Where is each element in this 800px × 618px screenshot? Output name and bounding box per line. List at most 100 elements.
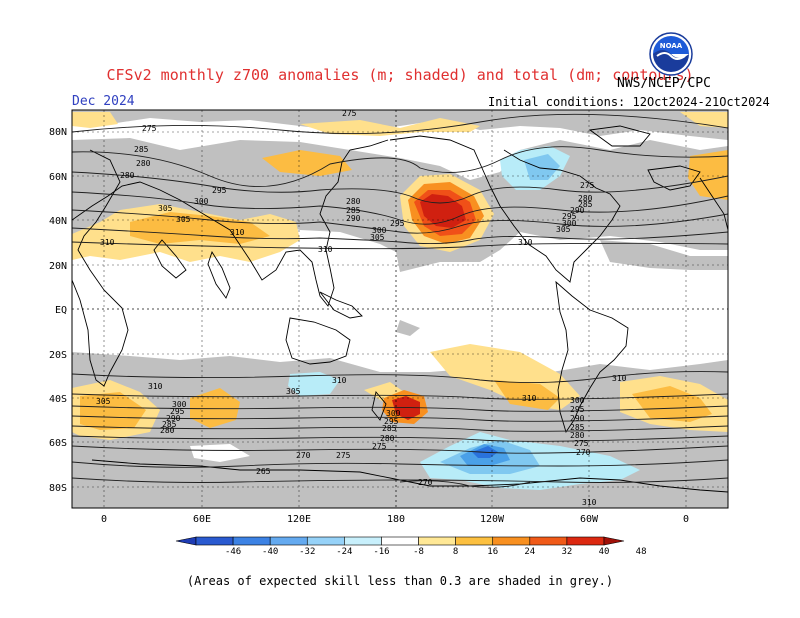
lon-label: 120E — [287, 514, 311, 525]
contour-label: 295 — [562, 212, 577, 221]
latitude-labels: 80N 60N 40N 20N EQ 20S 40S 60S 80S — [49, 127, 67, 494]
contour-label: 275 — [342, 109, 357, 118]
contour-label: 300 — [386, 409, 401, 418]
initial-conditions: Initial conditions: 12Oct2024-21Oct2024 — [488, 95, 770, 109]
lon-label: 60E — [193, 514, 211, 525]
colorbar-swatch — [232, 536, 271, 546]
colorbar-tick-label: 16 — [487, 547, 498, 557]
contour-label: 285 — [570, 423, 585, 432]
contour-label: 300 — [372, 226, 387, 235]
contour-label: 280 — [136, 159, 151, 168]
lat-label: 60S — [49, 438, 67, 449]
contour-label: 295 — [170, 407, 185, 416]
contour-label: 295 — [212, 186, 227, 195]
contour-label: 285 — [162, 420, 177, 429]
lat-label: 40N — [49, 216, 67, 227]
colorbar-tick-label: -16 — [373, 547, 389, 557]
lat-label: 80S — [49, 483, 67, 494]
colorbar: -46 -40 -32 -24 -16 -8 8 16 24 32 40 48 — [175, 536, 647, 557]
contour-label: 285 — [382, 424, 397, 433]
colorbar-swatch — [418, 536, 456, 546]
colorbar-swatch — [566, 536, 605, 546]
contour-label: 280 — [578, 194, 593, 203]
colorbar-tick-label: -46 — [225, 547, 241, 557]
colorbar-swatch — [492, 536, 531, 546]
forecast-period: Dec 2024 — [72, 94, 135, 109]
contour-label: 275 — [574, 439, 589, 448]
lon-label: 120W — [480, 514, 505, 525]
colorbar-tick-label: 24 — [524, 547, 535, 557]
colorbar-tick-label: 40 — [599, 547, 610, 557]
contour-label: 310 — [318, 245, 333, 254]
colorbar-swatch — [381, 536, 419, 546]
colorbar-swatch — [195, 536, 234, 546]
contour-label: 270 — [418, 478, 433, 487]
lon-label: 60W — [580, 514, 599, 525]
contour-label: 275 — [142, 124, 157, 133]
lon-label: 180 — [387, 514, 405, 525]
map-frame — [71, 109, 729, 509]
contour-label: 280 — [380, 434, 395, 443]
contour-label: 310 — [518, 238, 533, 247]
contour-label: 305 — [286, 387, 301, 396]
colorbar-arrow-low — [175, 536, 197, 546]
contour-label: 280 — [120, 171, 135, 180]
contour-label: 280 — [346, 197, 361, 206]
contour-label: 280 — [160, 426, 175, 435]
contour-label: 310 — [612, 374, 627, 383]
colorbar-swatch — [269, 536, 308, 546]
colorbar-tick-label: -32 — [299, 547, 315, 557]
contour-label: 305 — [556, 225, 571, 234]
contour-label: 290 — [166, 414, 181, 423]
contour-label: 305 — [96, 397, 111, 406]
contour-label: 300 — [562, 219, 577, 228]
contour-label: 310 — [230, 228, 245, 237]
contour-label: 270 — [296, 451, 311, 460]
contour-label: 295 — [570, 405, 585, 414]
lat-label: 40S — [49, 394, 67, 405]
colorbar-tick-label: -24 — [336, 547, 352, 557]
colorbar-swatch — [529, 536, 568, 546]
longitude-labels: 0 60E 120E 180 120W 60W 0 — [101, 514, 689, 525]
colorbar-swatch — [344, 536, 382, 546]
lat-label: 20S — [49, 350, 67, 361]
lat-label: 20N — [49, 261, 67, 272]
noaa-logo-icon: NOAA — [649, 32, 693, 76]
contour-label: 295 — [390, 219, 405, 228]
lat-label: 60N — [49, 172, 67, 183]
contour-label: 275 — [580, 181, 595, 190]
height-contours — [72, 113, 728, 488]
contour-label: 275 — [372, 442, 387, 451]
contour-label: 270 — [576, 448, 591, 457]
contour-label: 285 — [578, 200, 593, 209]
chart-title: CFSv2 monthly z700 anomalies (m; shaded)… — [106, 66, 694, 84]
lat-label: 80N — [49, 127, 67, 138]
contour-label: 285 — [346, 206, 361, 215]
contour-label: 285 — [134, 145, 149, 154]
contour-label: 310 — [582, 498, 597, 507]
lat-lon-grid — [72, 110, 728, 508]
contour-label: 310 — [332, 376, 347, 385]
contour-label: 265 — [256, 467, 271, 476]
contour-label: 310 — [148, 382, 163, 391]
contour-label: 310 — [100, 238, 115, 247]
map-panel: 275 275 285 280 280 295 300 305 305 310 … — [72, 109, 728, 508]
contour-labels: 275 275 285 280 280 295 300 305 305 310 … — [96, 109, 627, 507]
contour-label: 300 — [172, 400, 187, 409]
contour-label: 300 — [194, 197, 209, 206]
colorbar-arrow-high — [603, 536, 625, 546]
lat-label: EQ — [55, 305, 67, 316]
colorbar-tick-label: 32 — [561, 547, 572, 557]
contour-label: 290 — [570, 206, 585, 215]
contour-label: 305 — [158, 204, 173, 213]
lon-label: 0 — [683, 514, 689, 525]
contour-label: 305 — [176, 215, 191, 224]
contour-label: 275 — [336, 451, 351, 460]
colorbar-tick-label: 48 — [636, 547, 647, 557]
contour-label: 310 — [522, 394, 537, 403]
colorbar-swatch — [306, 536, 345, 546]
footnote: (Areas of expected skill less than 0.3 a… — [186, 574, 614, 588]
positive-anomalies — [72, 112, 728, 440]
contour-label: 305 — [370, 233, 385, 242]
